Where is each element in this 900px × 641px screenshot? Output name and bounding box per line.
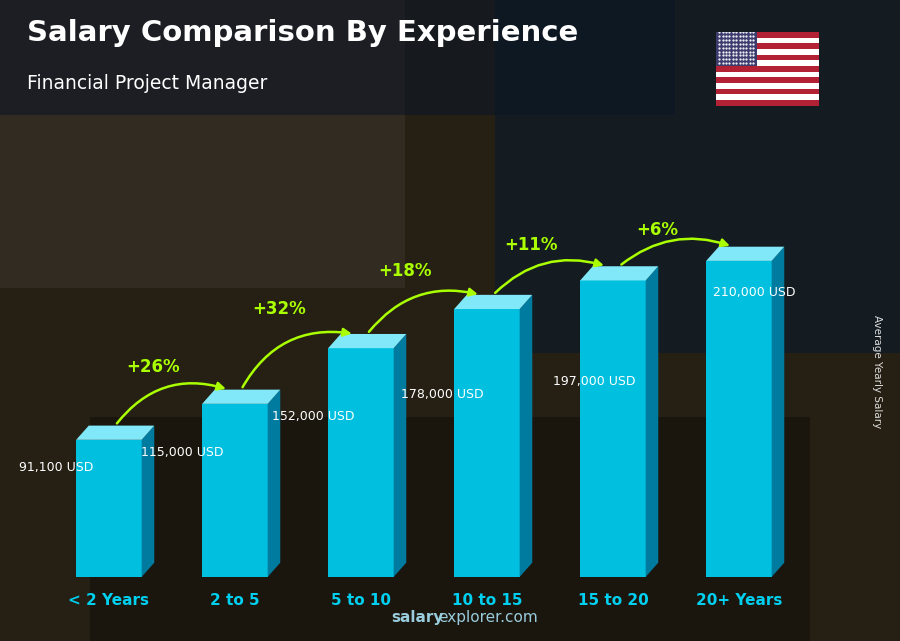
Text: explorer.com: explorer.com — [438, 610, 538, 625]
Text: 197,000 USD: 197,000 USD — [553, 375, 635, 388]
Bar — [716, 49, 819, 54]
FancyBboxPatch shape — [328, 348, 393, 577]
Bar — [716, 83, 819, 88]
Bar — [716, 78, 819, 83]
Bar — [716, 32, 819, 38]
Text: +26%: +26% — [126, 358, 180, 376]
Text: 210,000 USD: 210,000 USD — [713, 286, 796, 299]
Text: salary: salary — [392, 610, 444, 625]
Bar — [716, 44, 819, 49]
Bar — [716, 38, 819, 44]
FancyBboxPatch shape — [202, 404, 267, 577]
FancyBboxPatch shape — [454, 309, 519, 577]
Bar — [716, 88, 819, 94]
Polygon shape — [393, 334, 406, 577]
Bar — [716, 32, 757, 66]
FancyBboxPatch shape — [580, 281, 645, 577]
Polygon shape — [76, 426, 154, 440]
Text: Financial Project Manager: Financial Project Manager — [27, 74, 267, 93]
Text: +32%: +32% — [252, 301, 306, 319]
Polygon shape — [141, 426, 154, 577]
Bar — [716, 100, 819, 106]
Text: +18%: +18% — [378, 262, 432, 279]
Text: 115,000 USD: 115,000 USD — [140, 445, 223, 459]
FancyBboxPatch shape — [76, 440, 141, 577]
Bar — [716, 54, 819, 60]
Polygon shape — [267, 390, 280, 577]
Text: 178,000 USD: 178,000 USD — [401, 388, 484, 401]
Text: +11%: +11% — [504, 236, 558, 254]
Polygon shape — [519, 295, 532, 577]
Bar — [716, 94, 819, 100]
Text: +6%: +6% — [636, 221, 678, 239]
Polygon shape — [202, 390, 280, 404]
FancyBboxPatch shape — [706, 261, 771, 577]
Text: Average Yearly Salary: Average Yearly Salary — [872, 315, 883, 428]
Text: Salary Comparison By Experience: Salary Comparison By Experience — [27, 19, 578, 47]
Polygon shape — [706, 247, 784, 261]
Polygon shape — [645, 266, 658, 577]
Polygon shape — [454, 295, 532, 309]
Bar — [716, 66, 819, 72]
Bar — [716, 60, 819, 66]
Polygon shape — [328, 334, 406, 348]
Polygon shape — [771, 247, 784, 577]
Text: 91,100 USD: 91,100 USD — [19, 461, 94, 474]
Bar — [716, 72, 819, 78]
Text: 152,000 USD: 152,000 USD — [272, 410, 355, 423]
Polygon shape — [580, 266, 658, 281]
